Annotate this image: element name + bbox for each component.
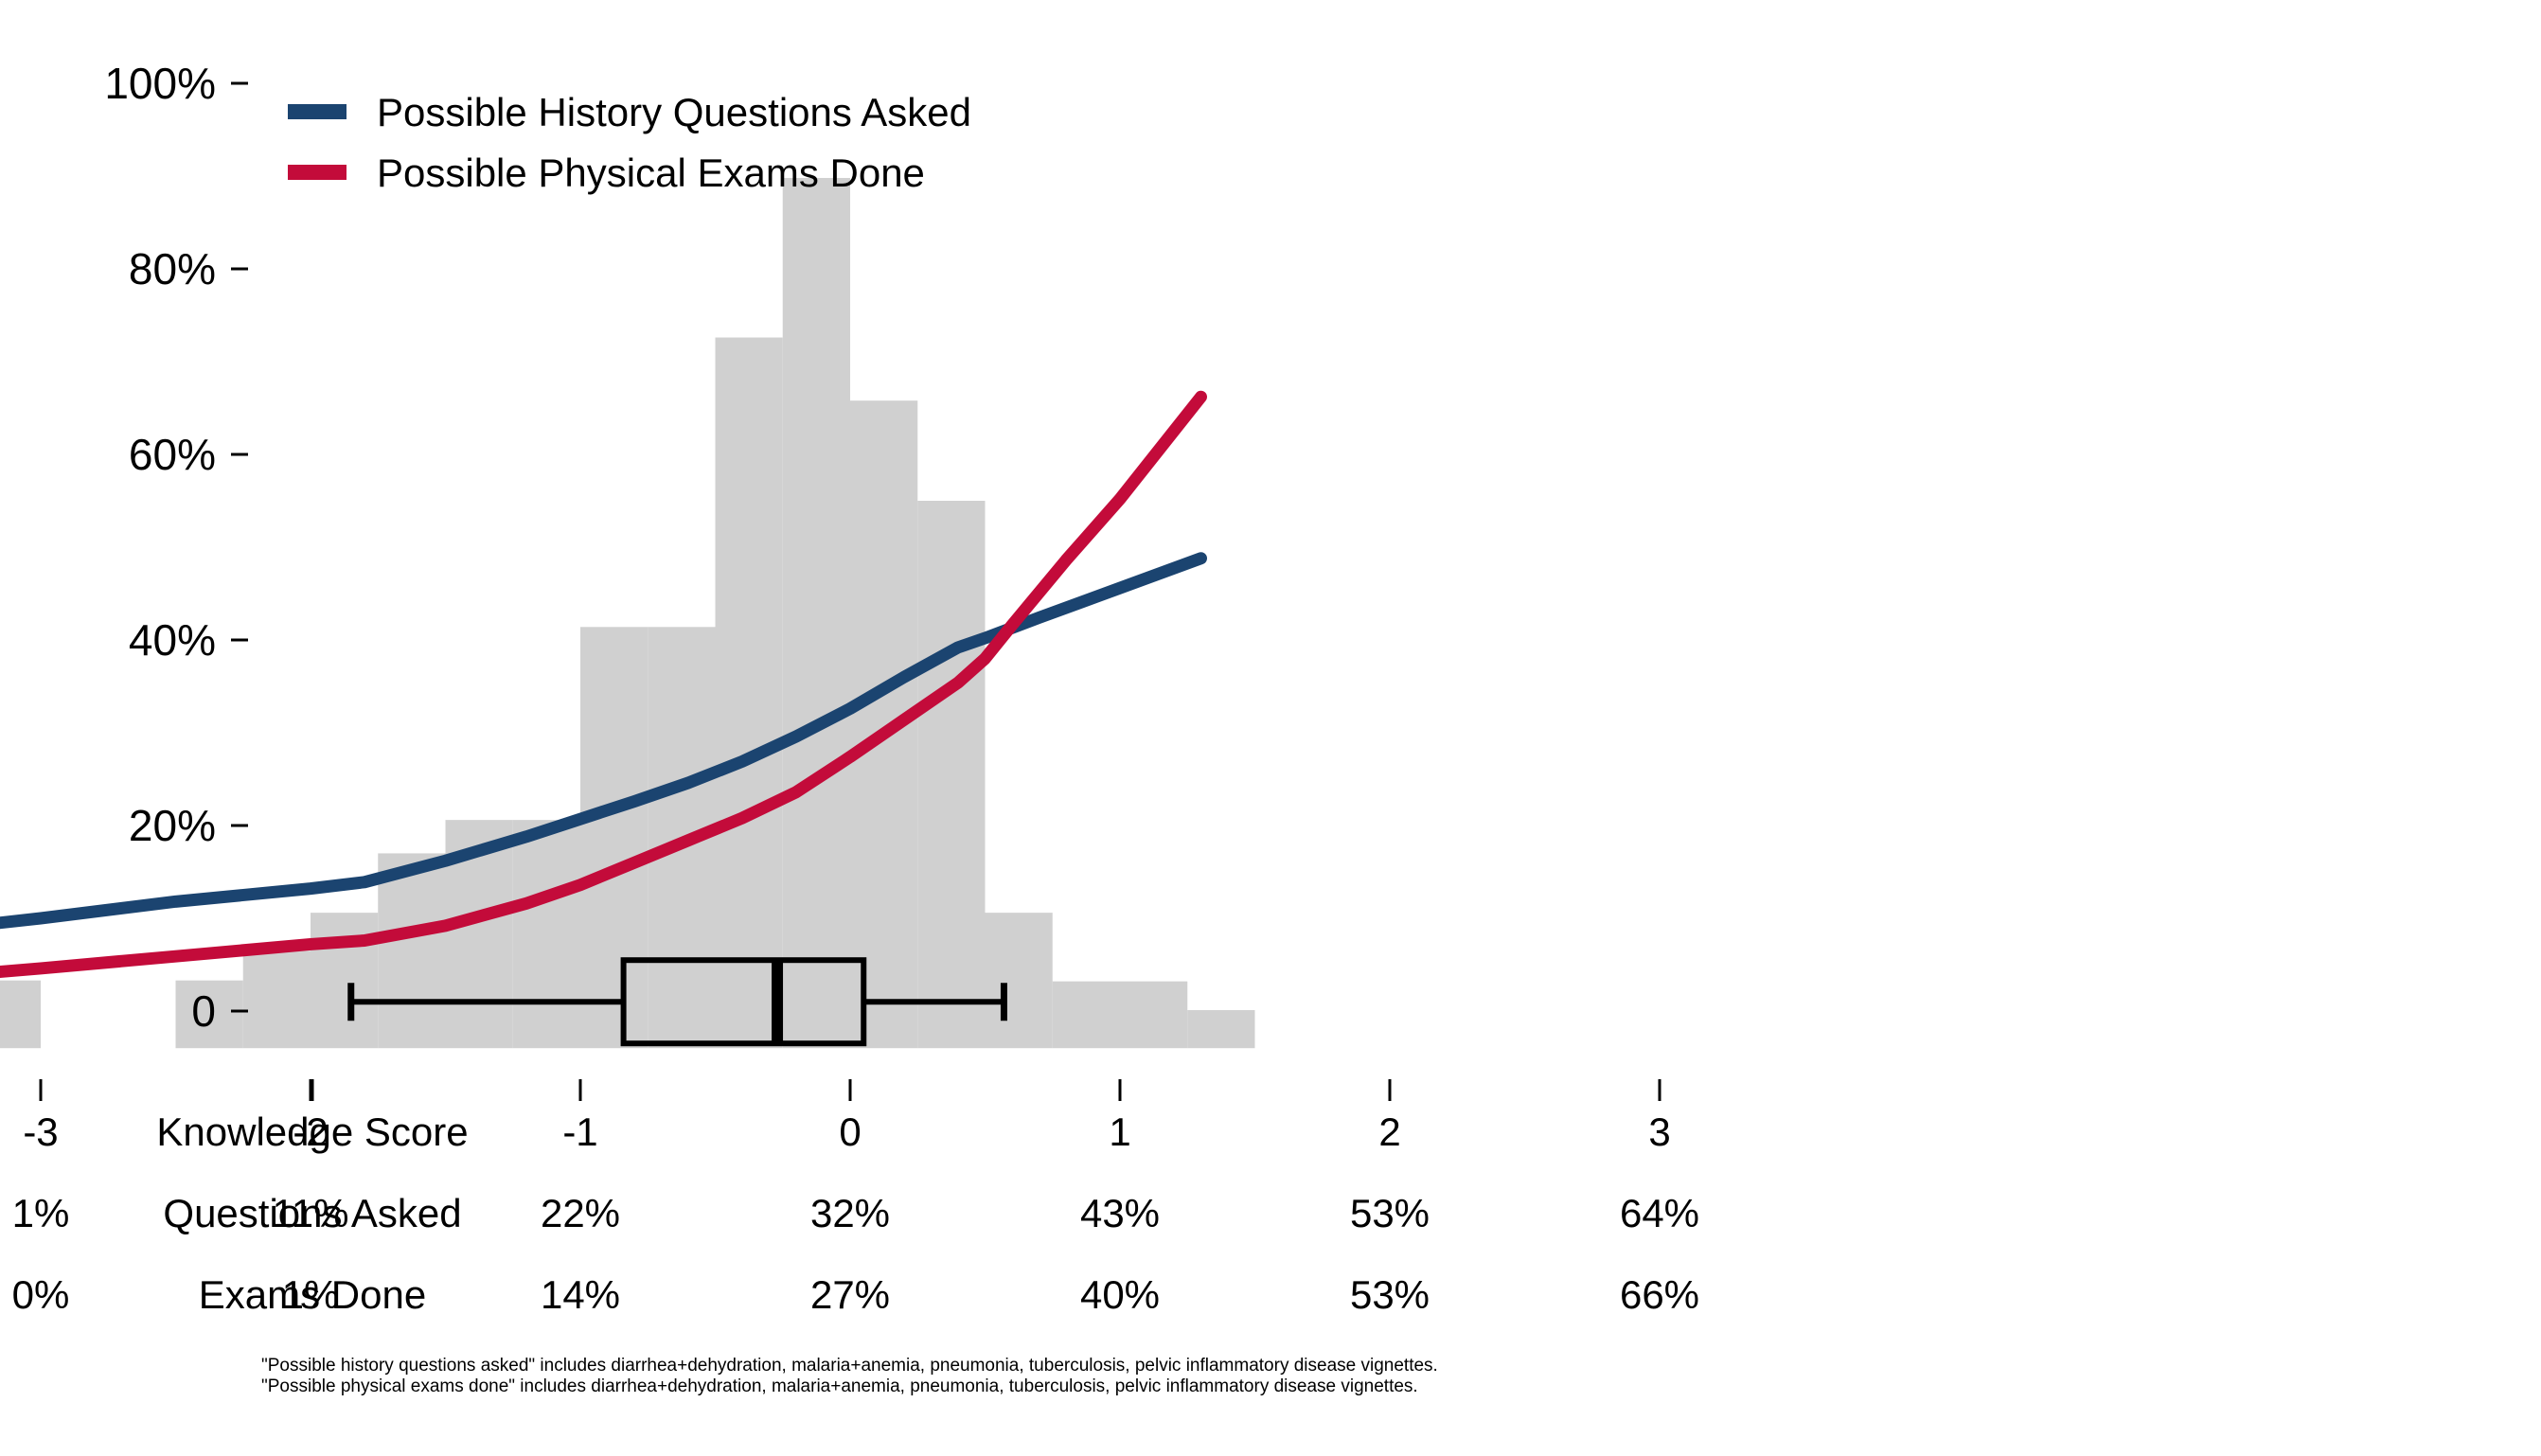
table-row-label: Questions Asked (163, 1191, 461, 1235)
table-cell-exams: 1% (282, 1272, 340, 1317)
histogram-bar (0, 980, 41, 1049)
table-cell-questions: 1% (12, 1191, 70, 1235)
histogram-bar (715, 337, 783, 1049)
histogram-bar (378, 853, 446, 1049)
histogram-bar (580, 627, 649, 1049)
table-cell-exams: 27% (810, 1272, 890, 1317)
histogram-bar (782, 177, 850, 1049)
y-tick-label: 80% (129, 244, 216, 293)
table-cell-score: 0 (839, 1110, 861, 1154)
table-cell-score: -1 (562, 1110, 597, 1154)
histogram-bar (1187, 1010, 1255, 1049)
footnote: "Possible physical exams done" includes … (261, 1376, 1418, 1396)
y-tick-label: 100% (104, 59, 216, 108)
table-cell-exams: 40% (1080, 1272, 1160, 1317)
legend-label: Possible Physical Exams Done (377, 151, 925, 195)
footnote: "Possible history questions asked" inclu… (261, 1356, 1438, 1376)
series-group (0, 390, 1207, 978)
series-line-1 (0, 390, 1207, 978)
table-row-label: Exams Done (199, 1272, 426, 1317)
table-cell-score: -3 (23, 1110, 58, 1154)
table-cell-questions: 64% (1620, 1191, 1699, 1235)
histogram-bar (512, 820, 580, 1049)
y-tick-label: 40% (129, 615, 216, 665)
histogram-bar (242, 950, 311, 1049)
histogram-bar (1120, 981, 1188, 1049)
histogram-bar (175, 980, 243, 1049)
boxplot-box (620, 957, 867, 1047)
table-cell-questions: 53% (1350, 1191, 1430, 1235)
table-cell-score: 1 (1109, 1110, 1130, 1154)
y-axis: 0 20% 40% 60% 80% 100% (104, 59, 248, 1036)
table-cell-score: -2 (293, 1110, 328, 1154)
table-cell-questions: 32% (810, 1191, 890, 1235)
series-line-0 (0, 552, 1207, 930)
table-cell-exams: 66% (1620, 1272, 1699, 1317)
y-tick-label: 0 (191, 986, 216, 1036)
table-cell-exams: 53% (1350, 1272, 1430, 1317)
table-cell-questions: 11% (273, 1191, 349, 1235)
legend-label: Possible History Questions Asked (377, 90, 971, 134)
boxplot-group (347, 957, 1007, 1047)
y-tick-label: 20% (129, 801, 216, 850)
y-tick-label: 60% (129, 430, 216, 479)
table-cell-score: 3 (1648, 1110, 1670, 1154)
footnotes: "Possible history questions asked" inclu… (261, 1356, 1438, 1396)
histogram-bar (311, 913, 379, 1049)
table-cell-questions: 22% (541, 1191, 620, 1235)
summary-table: Knowledge Score Questions Asked Exams Done… (12, 1110, 1699, 1317)
table-row-label: Knowledge Score (156, 1110, 468, 1154)
table-cell-score: 2 (1378, 1110, 1400, 1154)
histogram-bar (985, 913, 1053, 1049)
x-axis (39, 1079, 1661, 1101)
legend: Possible History Questions Asked Possible… (288, 90, 971, 195)
table-cell-exams: 0% (12, 1272, 70, 1317)
table-cell-questions: 43% (1080, 1191, 1160, 1235)
histogram-bar (1052, 981, 1120, 1049)
histogram-bar (917, 501, 986, 1049)
table-cell-exams: 14% (541, 1272, 620, 1317)
